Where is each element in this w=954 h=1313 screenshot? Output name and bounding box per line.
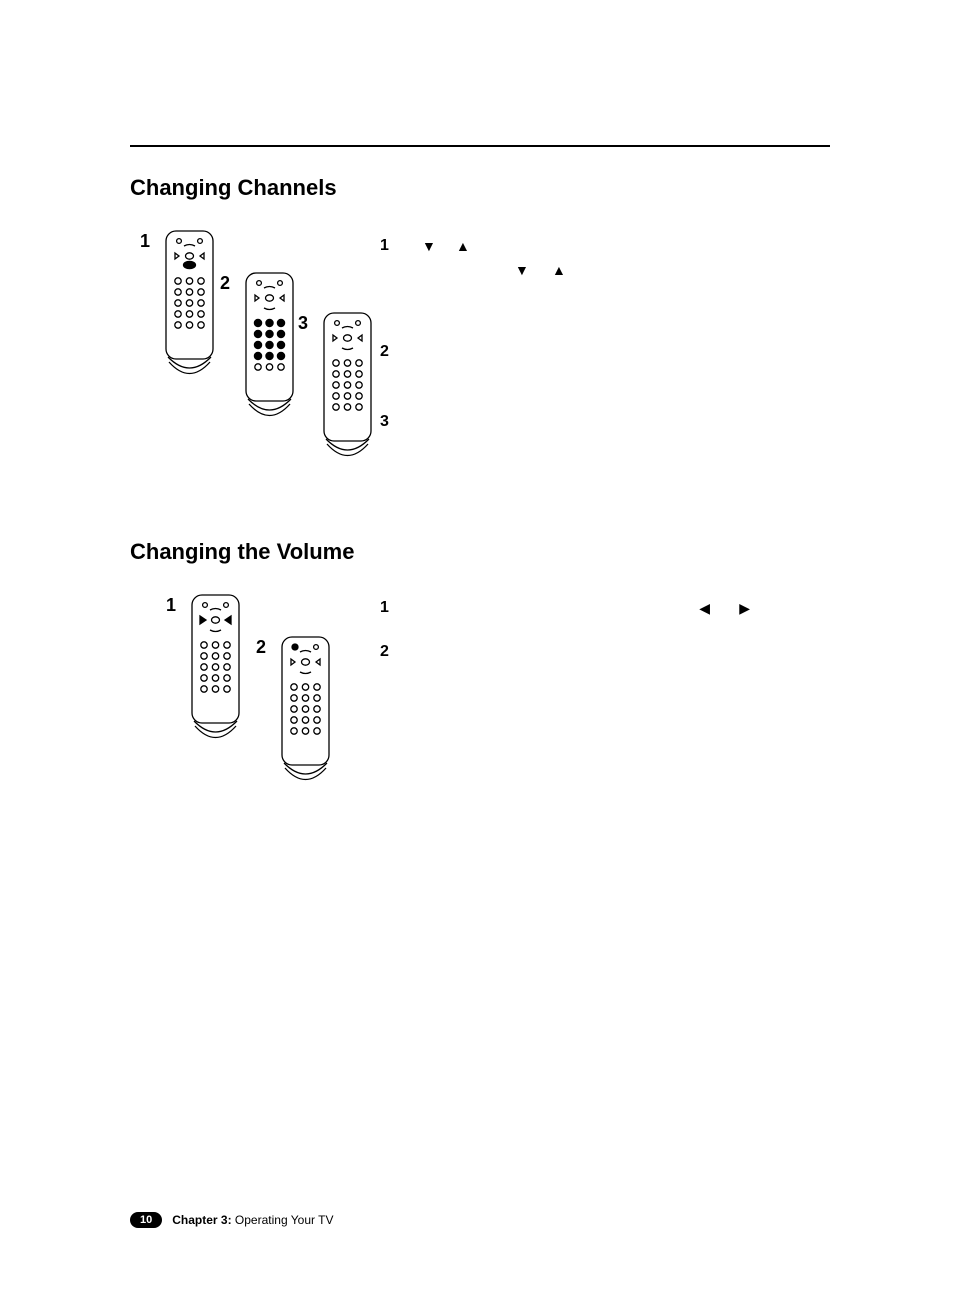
footer-chapter-text: Chapter 3: Operating Your TV bbox=[172, 1213, 333, 1227]
remote-svg-2 bbox=[242, 271, 297, 431]
remote-svg-3 bbox=[320, 311, 375, 471]
remote-label-vol-1: 1 bbox=[166, 595, 176, 616]
illustration-area-channels: 1 bbox=[130, 229, 830, 459]
triangle-up-icon: ▲ bbox=[456, 239, 470, 253]
remote-svg-1 bbox=[162, 229, 217, 389]
top-rule bbox=[130, 145, 830, 147]
section-title-channels: Changing Channels bbox=[130, 175, 830, 201]
remote-diagram-vol-2: 2 bbox=[278, 635, 333, 800]
remote-label-2: 2 bbox=[220, 273, 230, 294]
step-num-vol-1: 1 bbox=[380, 599, 394, 617]
section-changing-volume: Changing the Volume 1 bbox=[130, 539, 830, 823]
triangle-right-icon: ▶ bbox=[739, 601, 750, 615]
remote-diagram-1: 1 bbox=[162, 229, 217, 394]
steps-volume: 1 ◀ ▶ 2 bbox=[380, 599, 780, 663]
step-num-ch-2: 2 bbox=[380, 343, 394, 361]
step-num-ch-1: 1 bbox=[380, 237, 394, 255]
remote-label-vol-2: 2 bbox=[256, 637, 266, 658]
triangle-left-icon: ◀ bbox=[699, 601, 710, 615]
remote-svg-vol-2 bbox=[278, 635, 333, 795]
footer-chapter-title: Operating Your TV bbox=[232, 1213, 334, 1227]
footer-chapter-label: Chapter 3: bbox=[172, 1213, 231, 1227]
remote-svg-vol-1 bbox=[188, 593, 243, 753]
remote-label-3: 3 bbox=[298, 313, 308, 334]
triangle-up-icon: ▲ bbox=[552, 263, 566, 277]
remote-diagram-3: 3 bbox=[320, 311, 375, 476]
remote-label-1: 1 bbox=[140, 231, 150, 252]
step-num-ch-3: 3 bbox=[380, 413, 394, 431]
triangle-down-icon: ▼ bbox=[422, 239, 436, 253]
page-number-badge: 10 bbox=[130, 1212, 162, 1228]
section-title-volume: Changing the Volume bbox=[130, 539, 830, 565]
step-num-vol-2: 2 bbox=[380, 643, 394, 661]
triangle-down-icon: ▼ bbox=[515, 263, 529, 277]
page-footer: 10 Chapter 3: Operating Your TV bbox=[130, 1212, 333, 1228]
remote-diagram-vol-1: 1 bbox=[188, 593, 243, 758]
section-changing-channels: Changing Channels 1 bbox=[130, 175, 830, 459]
illustration-area-volume: 1 bbox=[130, 593, 830, 823]
remote-diagram-2: 2 bbox=[242, 271, 297, 436]
